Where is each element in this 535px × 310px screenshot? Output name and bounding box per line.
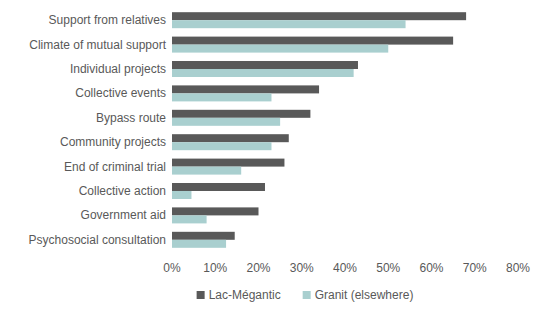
category-label: Government aid (81, 208, 166, 222)
category-label: Support from relatives (49, 13, 166, 27)
bar (172, 93, 271, 101)
bar (172, 134, 289, 142)
legend-swatch (197, 291, 205, 299)
bar (172, 85, 319, 93)
legend-label: Lac-Mégantic (209, 288, 281, 302)
legend-swatch (303, 291, 311, 299)
category-label: Psychosocial consultation (29, 233, 166, 247)
bar (172, 20, 406, 28)
tick-label: 70% (463, 261, 487, 275)
tick-label: 40% (333, 261, 357, 275)
bar (172, 207, 259, 215)
tick-label: 80% (506, 261, 530, 275)
bars (172, 12, 466, 248)
tick-label: 0% (163, 261, 181, 275)
category-label: Collective events (75, 86, 166, 100)
bar (172, 69, 354, 77)
chart-svg: Support from relatives Climate of mutual … (0, 0, 535, 310)
category-label: Community projects (60, 135, 166, 149)
category-label: Climate of mutual support (29, 38, 166, 52)
bar (172, 37, 453, 45)
bar (172, 183, 265, 191)
bar (172, 167, 241, 175)
bar (172, 45, 388, 53)
bar (172, 110, 310, 118)
tick-label: 50% (376, 261, 400, 275)
chart-container: Support from relatives Climate of mutual … (0, 0, 535, 310)
tick-label: 10% (203, 261, 227, 275)
tick-label: 30% (290, 261, 314, 275)
category-label: Collective action (79, 184, 166, 198)
bar (172, 159, 284, 167)
category-label: Individual projects (70, 62, 166, 76)
bar (172, 215, 207, 223)
legend-label: Granit (elsewhere) (315, 288, 414, 302)
bar (172, 191, 191, 199)
category-label: Bypass route (96, 111, 166, 125)
bar (172, 240, 226, 248)
bar (172, 232, 235, 240)
bar (172, 61, 358, 69)
tick-label: 60% (419, 261, 443, 275)
category-label: End of criminal trial (64, 160, 166, 174)
legend: Lac-Mégantic Granit (elsewhere) (197, 288, 414, 302)
bar (172, 118, 280, 126)
bar (172, 12, 466, 20)
bar (172, 142, 271, 150)
tick-label: 20% (246, 261, 270, 275)
